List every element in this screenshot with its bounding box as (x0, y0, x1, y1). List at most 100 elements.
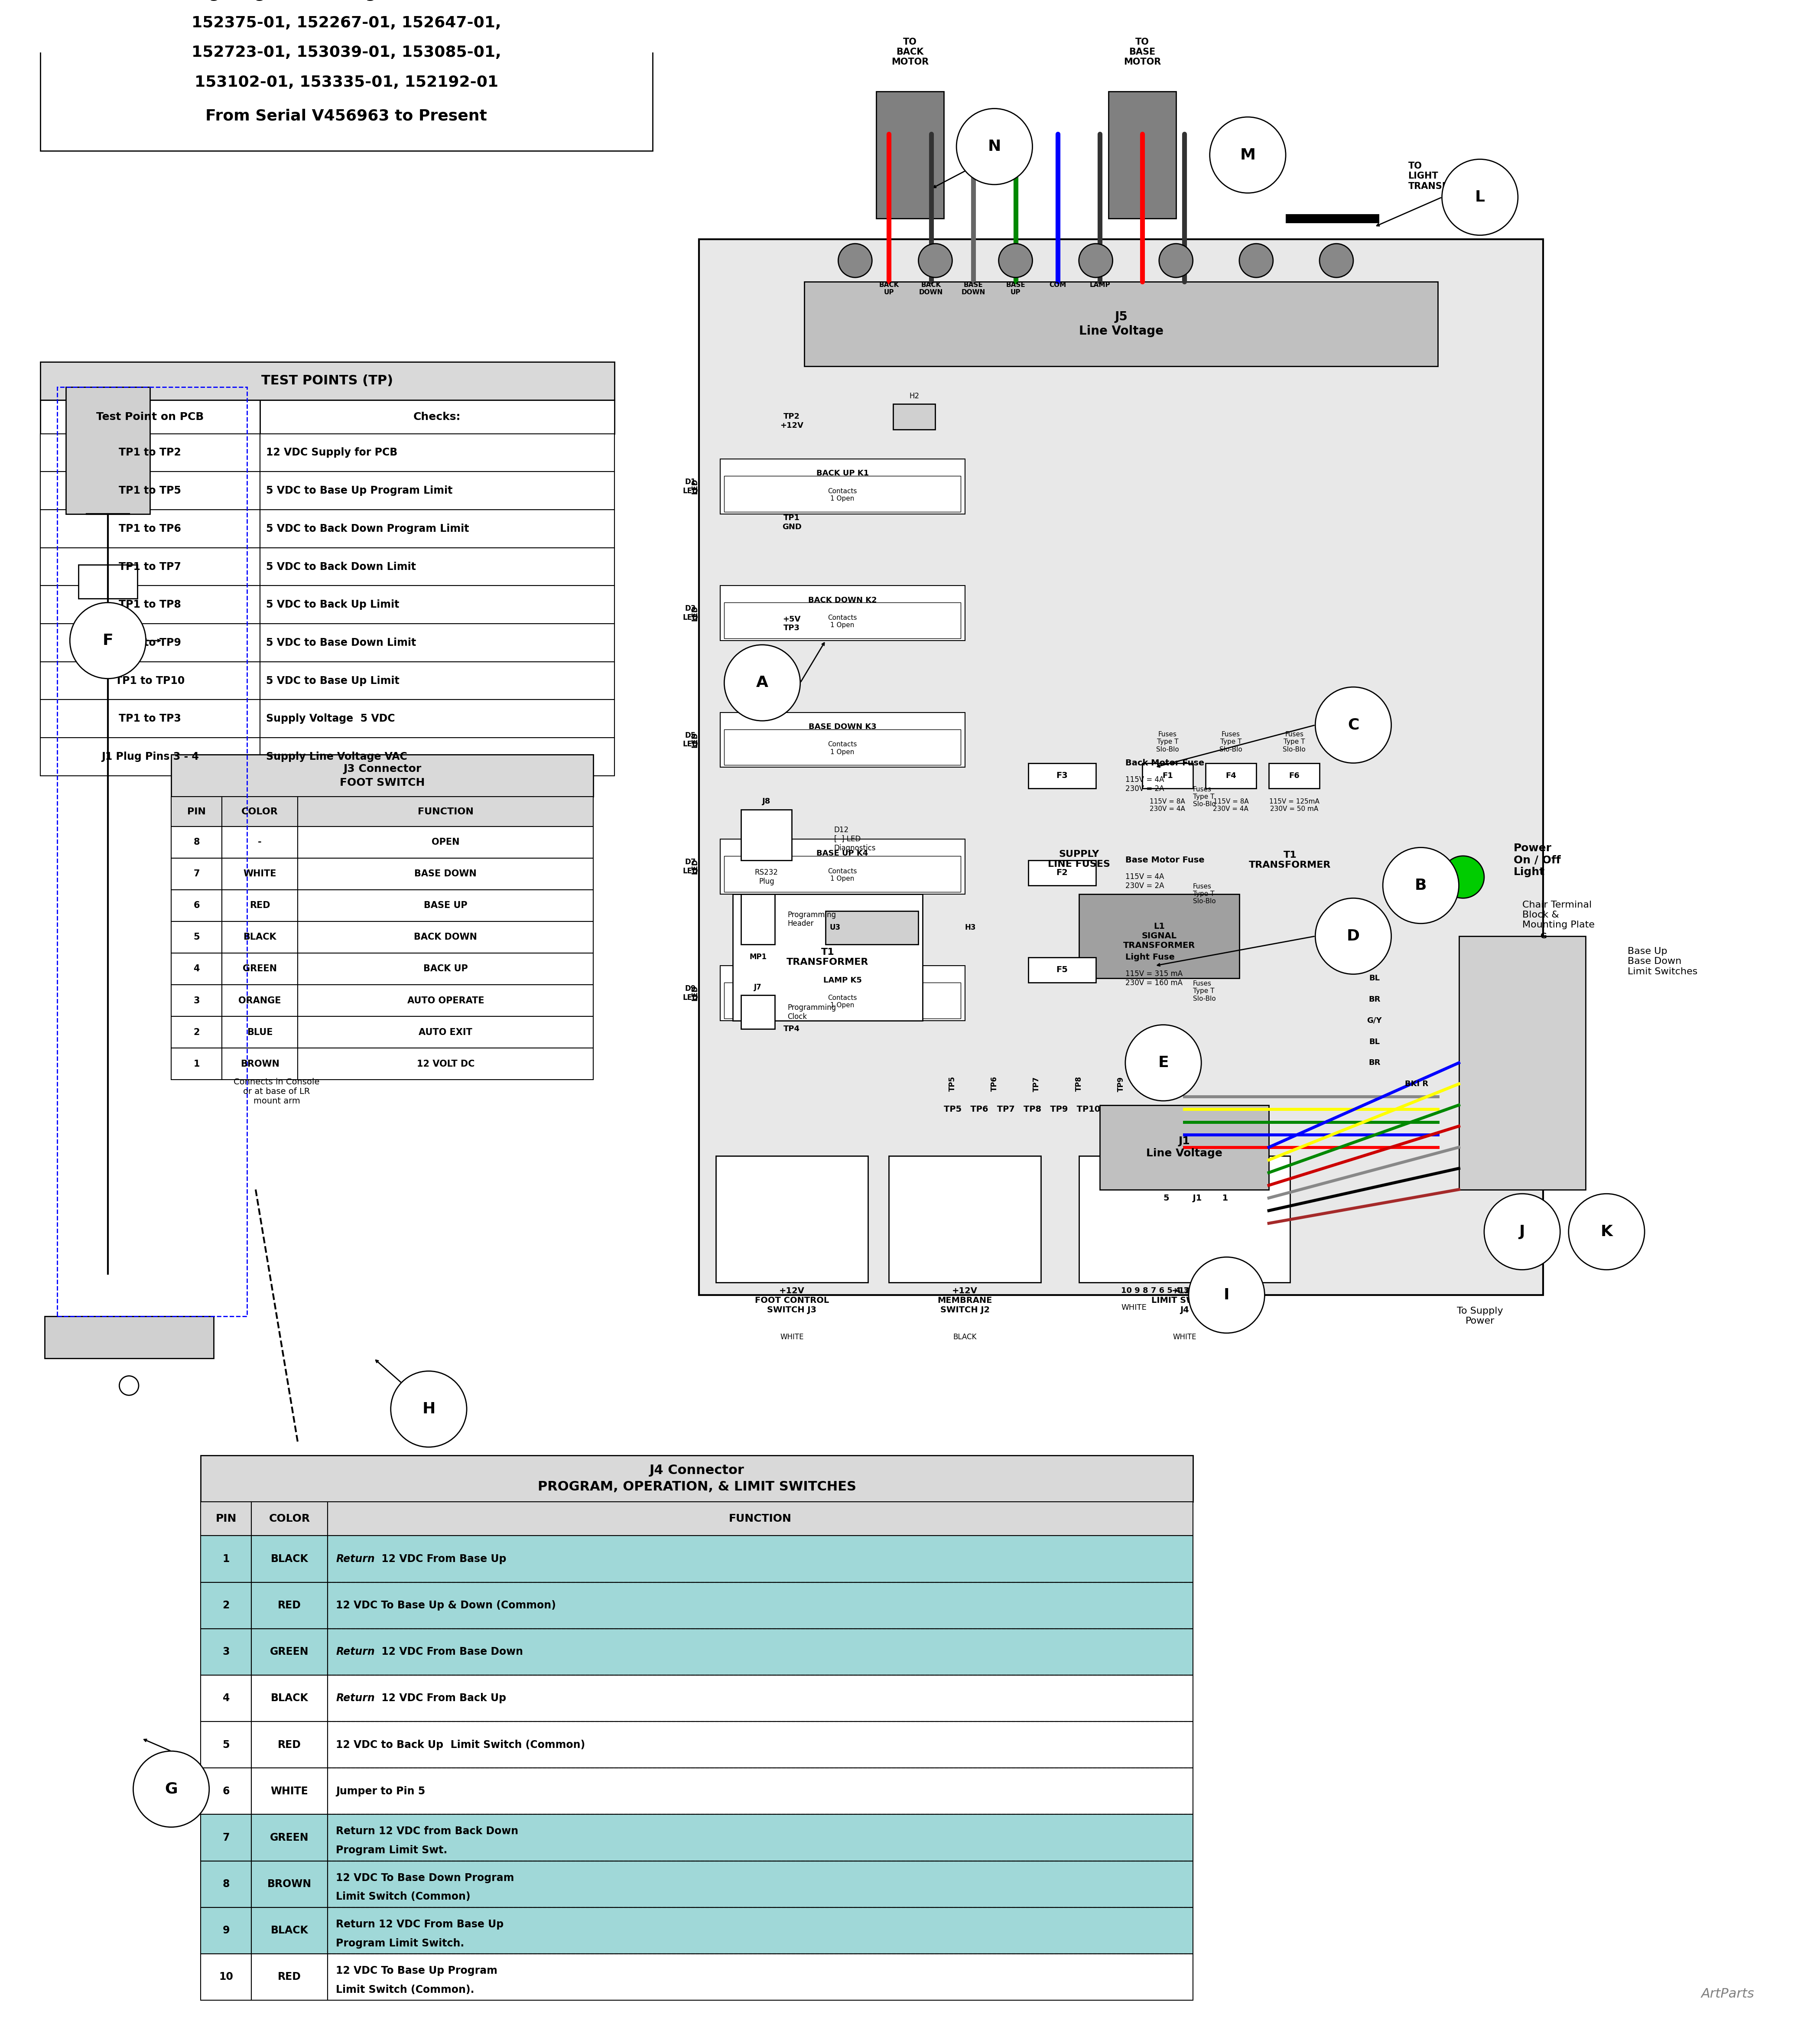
Text: +5V
TP3: +5V TP3 (783, 616, 801, 633)
Text: J5
Line Voltage: J5 Line Voltage (1079, 311, 1163, 338)
Text: Program Limit Switch.: Program Limit Switch. (337, 1938, 464, 1949)
Text: 5 VDC to Back Down Limit: 5 VDC to Back Down Limit (266, 561, 417, 572)
Text: Return: Return (337, 1554, 375, 1564)
FancyBboxPatch shape (260, 511, 615, 547)
FancyBboxPatch shape (298, 984, 593, 1017)
Text: 12 VDC To Base Down Program: 12 VDC To Base Down Program (337, 1873, 513, 1883)
FancyBboxPatch shape (715, 1155, 868, 1281)
FancyBboxPatch shape (171, 921, 222, 954)
Text: LED: LED (692, 732, 699, 749)
FancyBboxPatch shape (78, 565, 138, 598)
Text: E: E (1158, 1056, 1168, 1070)
Text: PIN: PIN (215, 1513, 237, 1523)
Text: 152723-01, 153039-01, 153085-01,: 152723-01, 153039-01, 153085-01, (191, 45, 500, 59)
Circle shape (1320, 244, 1354, 277)
FancyBboxPatch shape (260, 433, 615, 472)
Circle shape (724, 645, 801, 720)
Text: G: G (166, 1782, 178, 1796)
Text: 2: 2 (222, 1601, 229, 1611)
Text: Fuses
Type T
Slo-Blo: Fuses Type T Slo-Blo (1156, 730, 1179, 753)
Text: Base Motor Fuse: Base Motor Fuse (1125, 856, 1205, 864)
Text: Contacts
1 Open: Contacts 1 Open (828, 869, 857, 883)
Text: Jumper to Pin 5: Jumper to Pin 5 (337, 1786, 426, 1796)
FancyBboxPatch shape (40, 433, 260, 472)
FancyBboxPatch shape (171, 858, 222, 889)
Text: GREEN: GREEN (269, 1648, 309, 1658)
FancyBboxPatch shape (298, 889, 593, 921)
Text: -: - (258, 838, 262, 846)
Text: BROWN: BROWN (268, 1879, 311, 1890)
Text: F1: F1 (1163, 771, 1172, 779)
FancyBboxPatch shape (1099, 1104, 1269, 1190)
Text: 115V = 4A
230V = 2A: 115V = 4A 230V = 2A (1125, 775, 1165, 793)
Circle shape (1383, 848, 1460, 923)
Text: BACK UP: BACK UP (424, 964, 468, 972)
Text: BR: BR (1369, 1060, 1380, 1066)
FancyBboxPatch shape (200, 1955, 251, 1999)
FancyBboxPatch shape (298, 797, 593, 826)
FancyBboxPatch shape (171, 1048, 222, 1080)
FancyBboxPatch shape (222, 826, 298, 858)
Text: BACK DOWN: BACK DOWN (413, 934, 477, 942)
Text: TP1 to TP2: TP1 to TP2 (118, 447, 182, 458)
Text: WHITE: WHITE (1172, 1332, 1196, 1340)
Text: AUTO OPERATE: AUTO OPERATE (408, 997, 484, 1005)
Text: 5 VDC to Back Down Program Limit: 5 VDC to Back Down Program Limit (266, 523, 470, 533)
Circle shape (839, 244, 872, 277)
Text: RED: RED (278, 1739, 300, 1749)
FancyBboxPatch shape (200, 1629, 251, 1676)
Text: PIN: PIN (187, 807, 206, 816)
FancyBboxPatch shape (328, 1861, 1192, 1908)
FancyBboxPatch shape (741, 893, 775, 944)
Text: 10 9 8 7 6 5 4 3 2 1: 10 9 8 7 6 5 4 3 2 1 (1121, 1288, 1205, 1296)
Text: BASE
DOWN: BASE DOWN (961, 281, 985, 295)
Text: TP5   TP6   TP7   TP8   TP9   TP10: TP5 TP6 TP7 TP8 TP9 TP10 (945, 1104, 1101, 1113)
FancyBboxPatch shape (328, 1721, 1192, 1768)
FancyBboxPatch shape (298, 954, 593, 984)
FancyBboxPatch shape (875, 92, 945, 218)
FancyBboxPatch shape (222, 954, 298, 984)
FancyBboxPatch shape (260, 472, 615, 511)
Text: 12 VDC To Base Up & Down (Common): 12 VDC To Base Up & Down (Common) (337, 1601, 555, 1611)
FancyBboxPatch shape (40, 401, 260, 433)
Text: Fuses
Type T
Slo-Blo: Fuses Type T Slo-Blo (1192, 883, 1216, 905)
Circle shape (957, 108, 1032, 185)
Text: 12 VDC to Back Up  Limit Switch (Common): 12 VDC to Back Up Limit Switch (Common) (337, 1739, 584, 1749)
FancyBboxPatch shape (298, 1048, 593, 1080)
Text: L1
SIGNAL
TRANSFORMER: L1 SIGNAL TRANSFORMER (1123, 923, 1196, 950)
FancyBboxPatch shape (171, 954, 222, 984)
FancyBboxPatch shape (721, 586, 965, 641)
FancyBboxPatch shape (222, 858, 298, 889)
FancyBboxPatch shape (724, 602, 961, 639)
Text: 5        J1       1: 5 J1 1 (1163, 1194, 1229, 1202)
FancyBboxPatch shape (826, 911, 919, 944)
Circle shape (1159, 244, 1192, 277)
FancyBboxPatch shape (1028, 860, 1096, 885)
Text: J1
Line Voltage: J1 Line Voltage (1147, 1137, 1223, 1159)
Text: RED: RED (249, 901, 269, 909)
Text: MP1: MP1 (750, 954, 766, 960)
Text: TP1 to TP6: TP1 to TP6 (118, 523, 182, 533)
Text: Programming
Clock: Programming Clock (788, 1003, 835, 1021)
FancyBboxPatch shape (298, 826, 593, 858)
Text: +12V
FOOT CONTROL
SWITCH J3: +12V FOOT CONTROL SWITCH J3 (755, 1288, 828, 1314)
Text: 5: 5 (222, 1739, 229, 1749)
FancyBboxPatch shape (251, 1814, 328, 1861)
FancyBboxPatch shape (251, 1955, 328, 1999)
Text: Supply Line Voltage VAC: Supply Line Voltage VAC (266, 751, 408, 763)
Text: 7: 7 (222, 1833, 229, 1843)
FancyBboxPatch shape (260, 586, 615, 624)
Text: 12 VOLT DC: 12 VOLT DC (417, 1060, 475, 1068)
FancyBboxPatch shape (260, 624, 615, 661)
Text: BACK
UP: BACK UP (879, 281, 899, 295)
Text: TP1 to TP10: TP1 to TP10 (115, 675, 186, 685)
Text: BACK
DOWN: BACK DOWN (919, 281, 943, 295)
Circle shape (1239, 244, 1272, 277)
Text: Fuses
Type T
Slo-Blo: Fuses Type T Slo-Blo (1192, 980, 1216, 1003)
FancyBboxPatch shape (894, 405, 935, 429)
Text: RED: RED (278, 1971, 300, 1983)
FancyBboxPatch shape (721, 712, 965, 767)
Text: WHITE: WHITE (244, 871, 277, 879)
FancyBboxPatch shape (328, 1908, 1192, 1955)
Text: LED: LED (692, 478, 699, 494)
